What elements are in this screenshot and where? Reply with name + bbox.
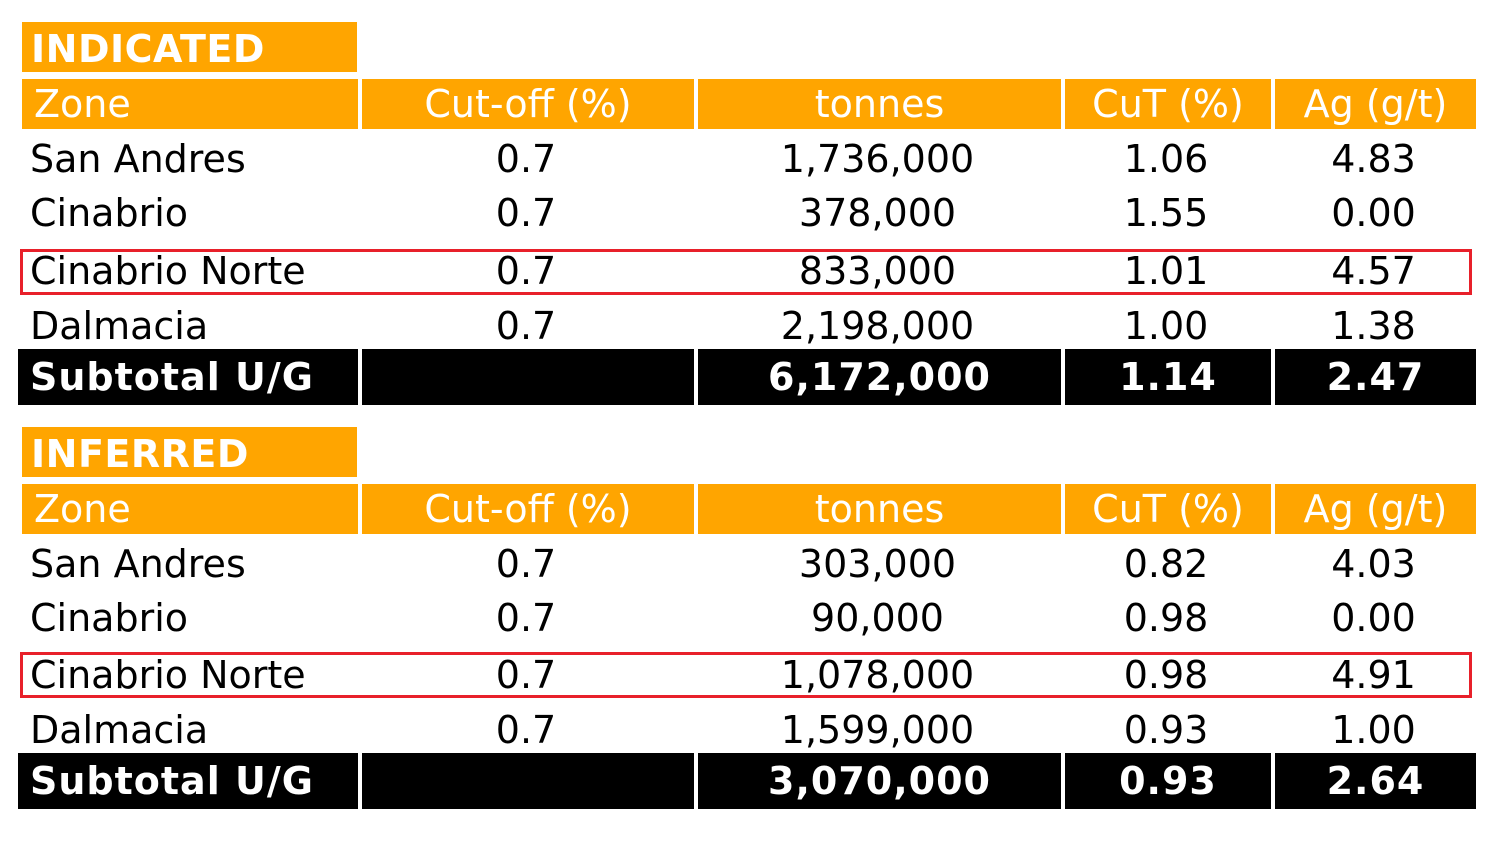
zone-cell: Cinabrio bbox=[30, 191, 189, 235]
header-row: Zone Cut-off (%) tonnes CuT (%) Ag (g/t) bbox=[18, 484, 1476, 534]
cutoff-cell: 0.7 bbox=[495, 708, 557, 752]
cut-cell: 0.82 bbox=[1123, 542, 1209, 586]
zone-cell: San Andres bbox=[30, 137, 246, 181]
table-row: Dalmacia 0.7 1,599,000 0.93 1.00 bbox=[18, 703, 1476, 757]
table-row: Cinabrio 0.7 378,000 1.55 0.00 bbox=[18, 186, 1476, 240]
table-row-highlighted: Cinabrio Norte 0.7 833,000 1.01 4.57 bbox=[18, 244, 1476, 298]
ag-cell: 4.91 bbox=[1331, 653, 1416, 697]
header-ag: Ag (g/t) bbox=[1271, 484, 1476, 534]
cutoff-cell: 0.7 bbox=[495, 542, 557, 586]
ag-cell: 4.83 bbox=[1331, 137, 1416, 181]
header-tonnes: tonnes bbox=[694, 484, 1061, 534]
header-cutoff: Cut-off (%) bbox=[358, 79, 694, 129]
cutoff-cell: 0.7 bbox=[495, 653, 557, 697]
zone-cell: Cinabrio Norte bbox=[30, 653, 306, 697]
header-ag: Ag (g/t) bbox=[1271, 79, 1476, 129]
table-row: Cinabrio 0.7 90,000 0.98 0.00 bbox=[18, 591, 1476, 645]
subtotal-ag: 2.47 bbox=[1271, 349, 1476, 405]
cutoff-cell: 0.7 bbox=[495, 596, 557, 640]
tonnes-cell: 90,000 bbox=[811, 596, 944, 640]
tonnes-cell: 1,736,000 bbox=[780, 137, 975, 181]
subtotal-tonnes: 6,172,000 bbox=[694, 349, 1061, 405]
header-cutoff: Cut-off (%) bbox=[358, 484, 694, 534]
ag-cell: 1.00 bbox=[1331, 708, 1416, 752]
subtotal-cut: 1.14 bbox=[1061, 349, 1271, 405]
cut-cell: 1.06 bbox=[1123, 137, 1209, 181]
tonnes-cell: 833,000 bbox=[798, 249, 957, 293]
zone-cell: Cinabrio bbox=[30, 596, 189, 640]
ag-cell: 0.00 bbox=[1331, 596, 1416, 640]
zone-cell: Cinabrio Norte bbox=[30, 249, 306, 293]
subtotal-cutoff bbox=[358, 349, 694, 405]
cut-cell: 1.55 bbox=[1123, 191, 1209, 235]
cut-cell: 1.00 bbox=[1123, 304, 1209, 348]
section-title: INDICATED bbox=[22, 22, 357, 72]
header-cut: CuT (%) bbox=[1061, 79, 1271, 129]
ag-cell: 1.38 bbox=[1331, 304, 1416, 348]
subtotal-ag: 2.64 bbox=[1271, 753, 1476, 809]
subtotal-cutoff bbox=[358, 753, 694, 809]
zone-cell: Dalmacia bbox=[30, 708, 209, 752]
subtotal-row: Subtotal U/G 3,070,000 0.93 2.64 bbox=[18, 753, 1476, 809]
ag-cell: 0.00 bbox=[1331, 191, 1416, 235]
ag-cell: 4.57 bbox=[1331, 249, 1416, 293]
cutoff-cell: 0.7 bbox=[495, 137, 557, 181]
subtotal-tonnes: 3,070,000 bbox=[694, 753, 1061, 809]
tonnes-cell: 1,078,000 bbox=[780, 653, 975, 697]
cutoff-cell: 0.7 bbox=[495, 304, 557, 348]
header-zone: Zone bbox=[18, 79, 358, 129]
table-row: Dalmacia 0.7 2,198,000 1.00 1.38 bbox=[18, 299, 1476, 353]
table-row-highlighted: Cinabrio Norte 0.7 1,078,000 0.98 4.91 bbox=[18, 648, 1476, 702]
header-zone: Zone bbox=[18, 484, 358, 534]
zone-cell: Dalmacia bbox=[30, 304, 209, 348]
header-cut: CuT (%) bbox=[1061, 484, 1271, 534]
header-row: Zone Cut-off (%) tonnes CuT (%) Ag (g/t) bbox=[18, 79, 1476, 129]
tonnes-cell: 1,599,000 bbox=[780, 708, 975, 752]
subtotal-label: Subtotal U/G bbox=[18, 349, 358, 405]
subtotal-cut: 0.93 bbox=[1061, 753, 1271, 809]
cut-cell: 1.01 bbox=[1123, 249, 1209, 293]
tonnes-cell: 378,000 bbox=[798, 191, 957, 235]
cut-cell: 0.93 bbox=[1123, 708, 1209, 752]
highlight-box bbox=[20, 249, 1472, 295]
subtotal-label: Subtotal U/G bbox=[18, 753, 358, 809]
table-row: San Andres 0.7 1,736,000 1.06 4.83 bbox=[18, 132, 1476, 186]
highlight-box bbox=[20, 652, 1472, 698]
tonnes-cell: 2,198,000 bbox=[780, 304, 975, 348]
cut-cell: 0.98 bbox=[1123, 596, 1209, 640]
cutoff-cell: 0.7 bbox=[495, 249, 557, 293]
table-row: San Andres 0.7 303,000 0.82 4.03 bbox=[18, 537, 1476, 591]
section-title: INFERRED bbox=[22, 427, 357, 477]
subtotal-row: Subtotal U/G 6,172,000 1.14 2.47 bbox=[18, 349, 1476, 405]
cutoff-cell: 0.7 bbox=[495, 191, 557, 235]
tonnes-cell: 303,000 bbox=[798, 542, 957, 586]
zone-cell: San Andres bbox=[30, 542, 246, 586]
header-tonnes: tonnes bbox=[694, 79, 1061, 129]
ag-cell: 4.03 bbox=[1331, 542, 1416, 586]
cut-cell: 0.98 bbox=[1123, 653, 1209, 697]
